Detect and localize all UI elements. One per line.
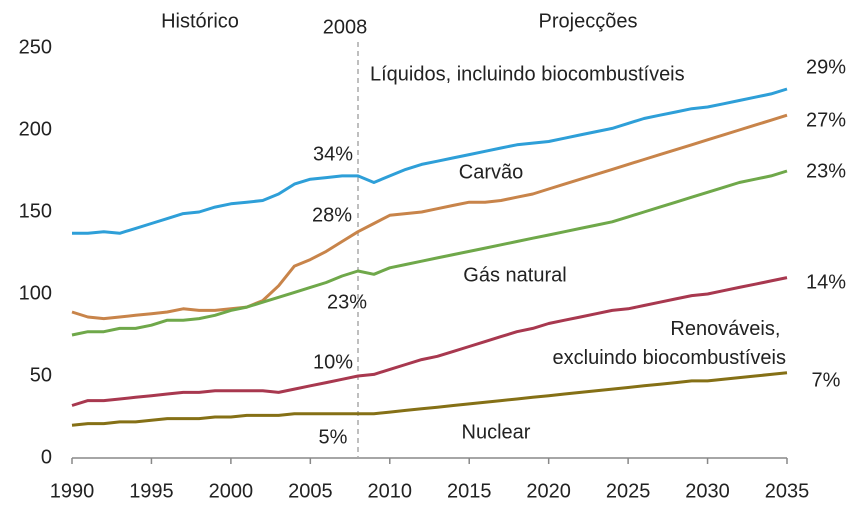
divider-label: 2008: [323, 16, 368, 38]
x-tick-label: 2025: [606, 480, 651, 502]
share-2035: 27%: [806, 109, 846, 131]
share-2035: 14%: [806, 271, 846, 293]
share-2008: 34%: [313, 143, 353, 165]
series-line: [71, 371, 788, 427]
y-tick-label: 150: [19, 200, 52, 222]
share-2035: 7%: [812, 369, 841, 391]
share-2035: 29%: [806, 56, 846, 78]
series-line: [71, 113, 788, 321]
x-tick-label: 2030: [685, 480, 730, 502]
y-tick-label: 200: [19, 118, 52, 140]
history-label: Histórico: [161, 10, 239, 32]
projection-label: Projecções: [539, 10, 638, 32]
series-line: [71, 276, 788, 407]
x-tick-label: 2010: [368, 480, 413, 502]
y-tick-label: 100: [19, 282, 52, 304]
x-tick-label: 1990: [50, 480, 95, 502]
share-2008: 5%: [319, 426, 348, 448]
series-label: Líquidos, incluindo biocombustíveis: [370, 63, 685, 85]
series-label: Carvão: [459, 161, 523, 183]
x-tick-label: 2000: [209, 480, 254, 502]
x-tick-label: 2015: [447, 480, 492, 502]
x-tick-label: 2020: [526, 480, 571, 502]
series-label: Renováveis, excluindo biocombustíveis: [553, 318, 786, 369]
series-line: [71, 169, 788, 337]
series-label: Nuclear: [462, 421, 531, 443]
series-label: Gás natural: [463, 264, 566, 286]
x-tick-label: 2005: [288, 480, 333, 502]
share-2035: 23%: [806, 160, 846, 182]
x-tick-label: 2035: [765, 480, 810, 502]
share-2008: 10%: [313, 351, 353, 373]
share-2008: 23%: [327, 291, 367, 313]
y-tick-label: 250: [19, 36, 52, 58]
y-tick-label: 50: [30, 364, 52, 386]
y-tick-label: 0: [41, 446, 52, 468]
x-tick-label: 1995: [129, 480, 174, 502]
share-2008: 28%: [312, 204, 352, 226]
series-line: [72, 87, 788, 235]
